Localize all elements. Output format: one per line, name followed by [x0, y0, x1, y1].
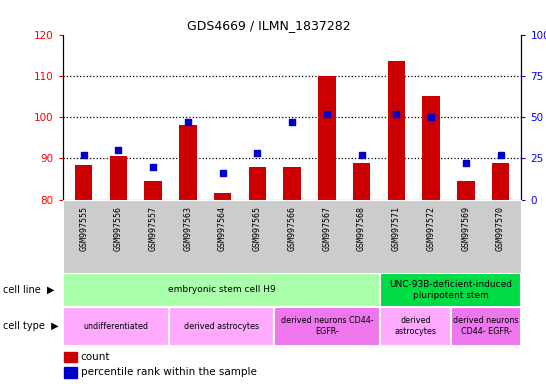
Bar [169, 307, 275, 346]
Text: derived
astrocytes: derived astrocytes [395, 316, 437, 336]
Bar [179, 125, 197, 200]
Bar [63, 273, 381, 307]
Bar [492, 162, 509, 200]
Point [253, 151, 262, 157]
Bar [381, 273, 521, 307]
Bar [110, 156, 127, 200]
Text: GSM997556: GSM997556 [114, 205, 123, 250]
Text: GSM997572: GSM997572 [426, 205, 436, 250]
Text: derived neurons
CD44- EGFR-: derived neurons CD44- EGFR- [453, 316, 519, 336]
Text: percentile rank within the sample: percentile rank within the sample [81, 367, 257, 377]
Bar [381, 307, 451, 346]
Text: GSM997568: GSM997568 [357, 205, 366, 250]
Bar [248, 167, 266, 200]
Bar [64, 352, 76, 362]
Text: derived neurons CD44-
EGFR-: derived neurons CD44- EGFR- [281, 316, 373, 336]
Point [183, 119, 192, 125]
Bar [388, 61, 405, 200]
Point [218, 170, 227, 176]
Text: embryonic stem cell H9: embryonic stem cell H9 [168, 285, 275, 295]
Bar [353, 162, 370, 200]
Text: GSM997566: GSM997566 [288, 205, 296, 250]
Point [323, 111, 331, 117]
Bar [318, 76, 336, 200]
Point [427, 114, 436, 120]
Text: GSM997567: GSM997567 [322, 205, 331, 250]
Text: undifferentiated: undifferentiated [83, 322, 148, 331]
Bar [423, 96, 440, 200]
Bar [214, 194, 232, 200]
Text: GSM997571: GSM997571 [392, 205, 401, 250]
Point [149, 164, 157, 170]
Title: GDS4669 / ILMN_1837282: GDS4669 / ILMN_1837282 [187, 19, 351, 32]
Text: GSM997555: GSM997555 [79, 205, 88, 250]
Bar [145, 181, 162, 200]
Point [114, 147, 123, 153]
Point [288, 119, 296, 125]
Point [461, 160, 470, 166]
Bar [64, 367, 76, 378]
Text: count: count [81, 352, 110, 362]
Point [79, 152, 88, 158]
Bar [275, 307, 381, 346]
Text: UNC-93B-deficient-induced
pluripotent stem: UNC-93B-deficient-induced pluripotent st… [389, 280, 512, 300]
Bar [283, 167, 301, 200]
Bar [75, 165, 92, 200]
Text: cell type  ▶: cell type ▶ [3, 321, 58, 331]
Text: GSM997569: GSM997569 [461, 205, 470, 250]
Text: cell line  ▶: cell line ▶ [3, 285, 54, 295]
Text: GSM997570: GSM997570 [496, 205, 505, 250]
Point [392, 111, 401, 117]
Text: derived astrocytes: derived astrocytes [184, 322, 259, 331]
Text: GSM997564: GSM997564 [218, 205, 227, 250]
Text: GSM997565: GSM997565 [253, 205, 262, 250]
Point [496, 152, 505, 158]
Point [357, 152, 366, 158]
Bar [63, 307, 169, 346]
Bar [451, 307, 521, 346]
Bar [457, 181, 474, 200]
Text: GSM997563: GSM997563 [183, 205, 192, 250]
Text: GSM997557: GSM997557 [149, 205, 158, 250]
